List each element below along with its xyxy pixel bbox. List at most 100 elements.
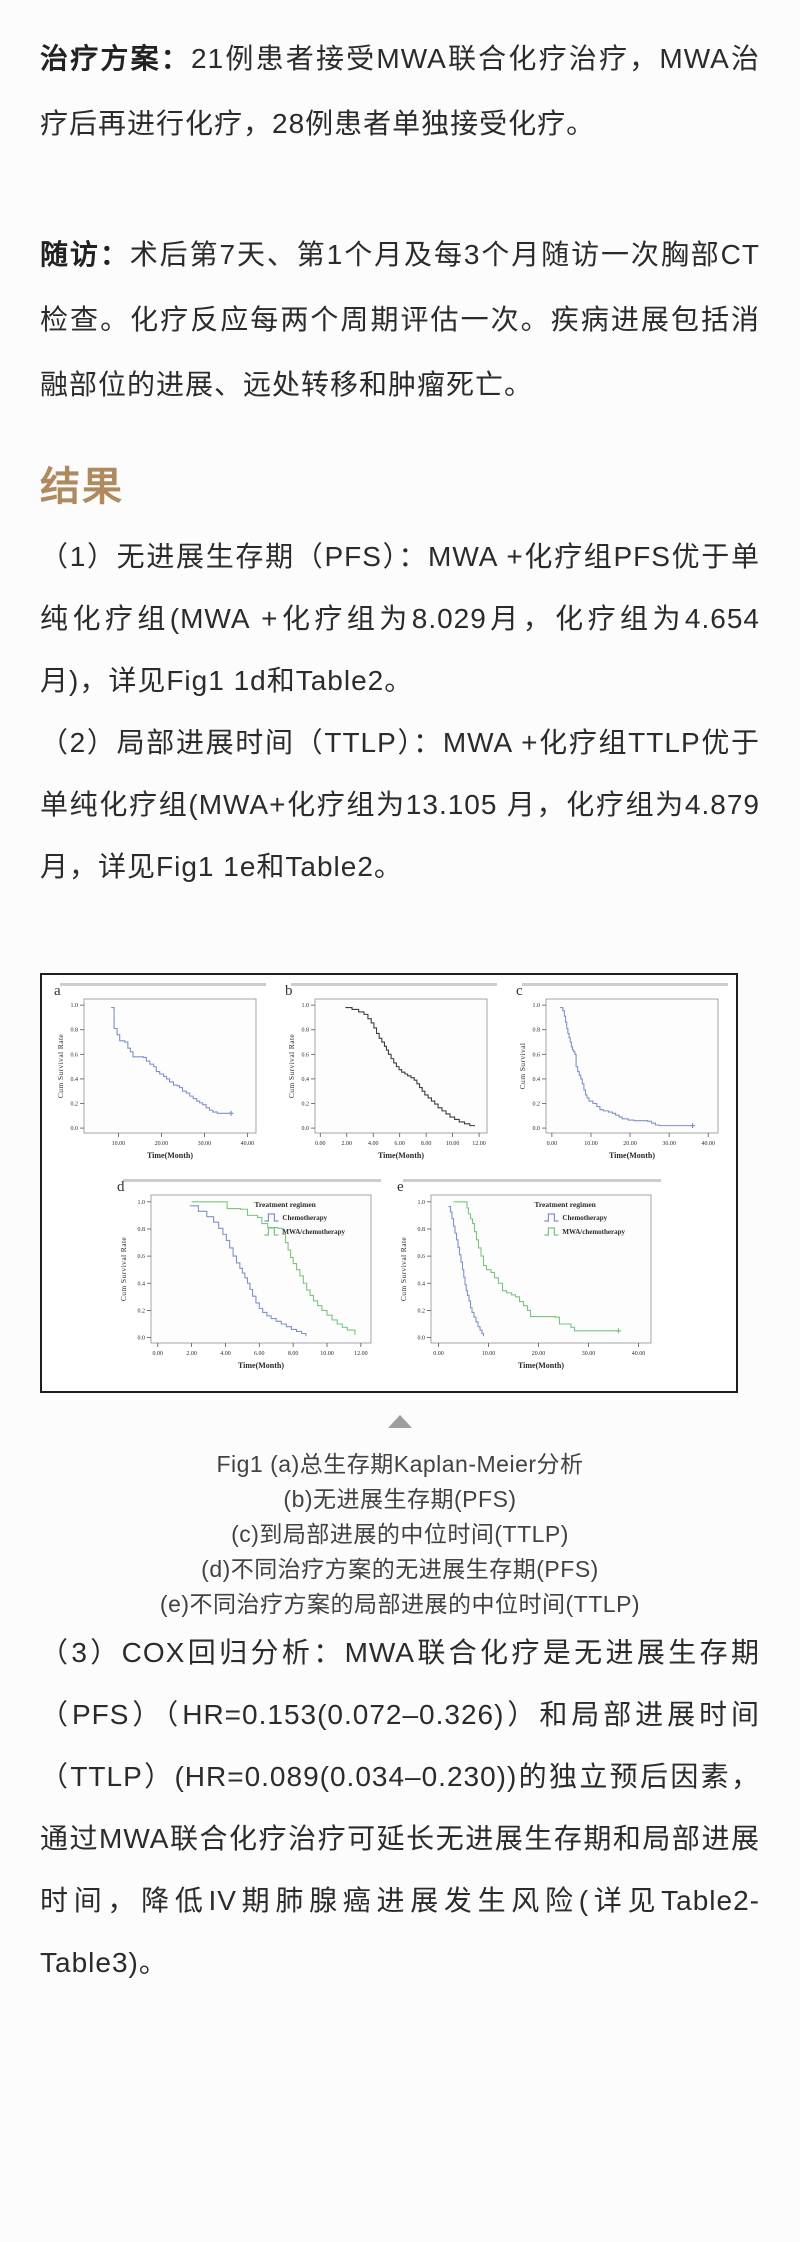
svg-text:Cum Survival Rate: Cum Survival Rate: [399, 1237, 408, 1302]
svg-text:0.4: 0.4: [302, 1077, 310, 1083]
svg-text:0.8: 0.8: [533, 1028, 541, 1034]
svg-text:1.0: 1.0: [71, 1003, 79, 1009]
svg-text:0.4: 0.4: [418, 1281, 426, 1287]
results-heading: 结果: [40, 464, 124, 509]
svg-text:Cum Survival Rate: Cum Survival Rate: [56, 1034, 65, 1099]
svg-text:2.00: 2.00: [342, 1141, 353, 1147]
svg-text:0.8: 0.8: [138, 1227, 146, 1233]
svg-text:0.8: 0.8: [71, 1028, 79, 1034]
svg-text:Cum Survival Rate: Cum Survival Rate: [287, 1034, 296, 1099]
svg-text:10.00: 10.00: [320, 1351, 334, 1357]
follow-up-text: 术后第7天、第1个月及每3个月随访一次胸部CT检查。化疗反应每两个周期评估一次。…: [40, 239, 760, 400]
figure-caption-line: Fig1 (a)总生存期Kaplan-Meier分析: [216, 1451, 584, 1477]
figure-row-top: a 0.0 0.2 0.4 0.6 0.8 1.0 10.00 20.00 30.00 40.00…: [42, 983, 736, 1173]
svg-text:0.00: 0.00: [153, 1351, 164, 1357]
svg-text:0.8: 0.8: [302, 1028, 310, 1034]
svg-text:4.00: 4.00: [368, 1141, 379, 1147]
cox-lead: （3）COX回归分析：: [40, 1637, 345, 1668]
svg-text:0.0: 0.0: [302, 1126, 310, 1132]
svg-text:0.6: 0.6: [71, 1052, 79, 1058]
svg-text:12.00: 12.00: [472, 1141, 486, 1147]
chart-b-pfs: b 0.0 0.2 0.4 0.6 0.8 1.0 0.00 2.00 4.00 6.00 8.00…: [285, 983, 497, 1173]
svg-text:0.6: 0.6: [302, 1052, 310, 1058]
svg-text:Time(Month): Time(Month): [609, 1151, 655, 1160]
km-figure-image[interactable]: a 0.0 0.2 0.4 0.6 0.8 1.0 10.00 20.00 30.00 40.00…: [40, 973, 738, 1393]
article-body: 治疗方案：21例患者接受MWA联合化疗治疗，MWA治疗后再进行化疗，28例患者单…: [40, 43, 760, 1994]
paragraph-follow-up: 随访：术后第7天、第1个月及每3个月随访一次胸部CT检查。化疗反应每两个周期评估…: [40, 222, 760, 417]
svg-text:Cum Survival Rate: Cum Survival Rate: [119, 1237, 128, 1302]
result-ttlp-text: MWA +化疗组TTLP优于单纯化疗组(MWA+化疗组为13.105 月，化疗组…: [40, 727, 760, 882]
svg-text:12.00: 12.00: [354, 1351, 368, 1357]
figure-caption-line: (c)到局部进展的中位时间(TTLP): [231, 1521, 569, 1547]
svg-text:0.2: 0.2: [138, 1308, 146, 1314]
chart-top-bar: [123, 1179, 381, 1182]
svg-text:0.00: 0.00: [433, 1351, 444, 1357]
svg-text:20.00: 20.00: [532, 1351, 546, 1357]
svg-text:30.00: 30.00: [198, 1141, 212, 1147]
svg-text:0.8: 0.8: [418, 1227, 426, 1233]
svg-text:Treatment regimen: Treatment regimen: [254, 1200, 316, 1209]
svg-text:Treatment regimen: Treatment regimen: [534, 1200, 596, 1209]
treatment-plan-lead: 治疗方案：: [40, 43, 192, 74]
svg-text:1.0: 1.0: [418, 1200, 426, 1206]
svg-text:Time(Month): Time(Month): [238, 1361, 284, 1370]
chart-top-bar: [403, 1179, 661, 1182]
figure-caption: Fig1 (a)总生存期Kaplan-Meier分析 (b)无进展生存期(PFS…: [40, 1447, 760, 1622]
result-ttlp-lead: （2）局部进展时间（TTLP）：: [40, 727, 443, 758]
figure-caption-line: (b)无进展生存期(PFS): [283, 1486, 517, 1512]
svg-text:MWA/chemotherapy: MWA/chemotherapy: [562, 1228, 625, 1236]
figure-caption-line: (e)不同治疗方案的局部进展的中位时间(TTLP): [159, 1591, 641, 1617]
chart-c-label: c: [516, 983, 523, 999]
svg-text:0.2: 0.2: [71, 1101, 79, 1107]
svg-text:Chemotherapy: Chemotherapy: [562, 1214, 607, 1222]
chart-d-pfs-by-treatment: d 0.0 0.2 0.4 0.6 0.8 1.0 0.00 2.00 4.00 6.00 8.00…: [117, 1179, 381, 1385]
svg-text:40.00: 40.00: [701, 1141, 715, 1147]
paragraph-cox-regression: （3）COX回归分析：MWA联合化疗是无进展生存期（PFS）（HR=0.153(…: [40, 1622, 760, 1994]
svg-text:MWA/chemotherapy: MWA/chemotherapy: [282, 1228, 345, 1236]
svg-text:Cum Survival: Cum Survival: [518, 1043, 527, 1090]
svg-text:6.00: 6.00: [254, 1351, 264, 1357]
treatment-plan-text: 21例患者接受MWA联合化疗治疗，MWA治疗后再进行化疗，28例患者单独接受化疗…: [40, 43, 760, 139]
collapse-triangle-icon: [388, 1415, 412, 1428]
chart-top-bar: [60, 983, 266, 986]
svg-text:0.00: 0.00: [547, 1141, 558, 1147]
svg-text:1.0: 1.0: [533, 1003, 541, 1009]
svg-text:0.00: 0.00: [315, 1141, 326, 1147]
svg-text:1.0: 1.0: [302, 1003, 310, 1009]
svg-text:30.00: 30.00: [662, 1141, 676, 1147]
chart-d-label: d: [117, 1179, 125, 1195]
svg-text:Time(Month): Time(Month): [378, 1151, 424, 1160]
svg-text:10.00: 10.00: [446, 1141, 460, 1147]
chart-e-label: e: [397, 1179, 404, 1195]
svg-text:40.00: 40.00: [632, 1351, 646, 1357]
svg-text:0.0: 0.0: [138, 1336, 146, 1342]
chart-a-label: a: [54, 983, 61, 999]
svg-text:10.00: 10.00: [112, 1141, 126, 1147]
figure-row-bottom: d 0.0 0.2 0.4 0.6 0.8 1.0 0.00 2.00 4.00 6.00 8.00…: [42, 1179, 736, 1385]
svg-text:8.00: 8.00: [288, 1351, 299, 1357]
svg-text:20.00: 20.00: [155, 1141, 169, 1147]
svg-text:0.2: 0.2: [418, 1308, 426, 1314]
svg-text:Chemotherapy: Chemotherapy: [282, 1214, 327, 1222]
result-item-ttlp: （2）局部进展时间（TTLP）：MWA +化疗组TTLP优于单纯化疗组(MWA+…: [40, 712, 760, 898]
figure-caption-line: (d)不同治疗方案的无进展生存期(PFS): [201, 1556, 599, 1582]
chart-top-bar: [522, 983, 728, 986]
svg-text:0.0: 0.0: [533, 1126, 541, 1132]
svg-text:40.00: 40.00: [241, 1141, 255, 1147]
svg-text:6.00: 6.00: [394, 1141, 405, 1147]
svg-text:1.0: 1.0: [138, 1200, 146, 1206]
svg-text:0.0: 0.0: [71, 1126, 79, 1132]
result-pfs-lead: （1）无进展生存期（PFS）：: [40, 541, 429, 572]
chart-c-ttlp: c 0.0 0.2 0.4 0.6 0.8 1.0 0.00 10.00 20.00 30.00 4…: [516, 983, 728, 1173]
result-item-pfs: （1）无进展生存期（PFS）：MWA +化疗组PFS优于单纯化疗组(MWA +化…: [40, 526, 760, 712]
svg-text:2.00: 2.00: [186, 1351, 197, 1357]
svg-text:0.4: 0.4: [533, 1077, 541, 1083]
svg-text:30.00: 30.00: [582, 1351, 596, 1357]
svg-text:20.00: 20.00: [623, 1141, 637, 1147]
svg-text:10.00: 10.00: [482, 1351, 496, 1357]
chart-b-label: b: [285, 983, 293, 999]
svg-text:0.4: 0.4: [71, 1077, 79, 1083]
triangle-wrap: [40, 1415, 760, 1429]
svg-text:8.00: 8.00: [421, 1141, 432, 1147]
svg-text:4.00: 4.00: [220, 1351, 231, 1357]
